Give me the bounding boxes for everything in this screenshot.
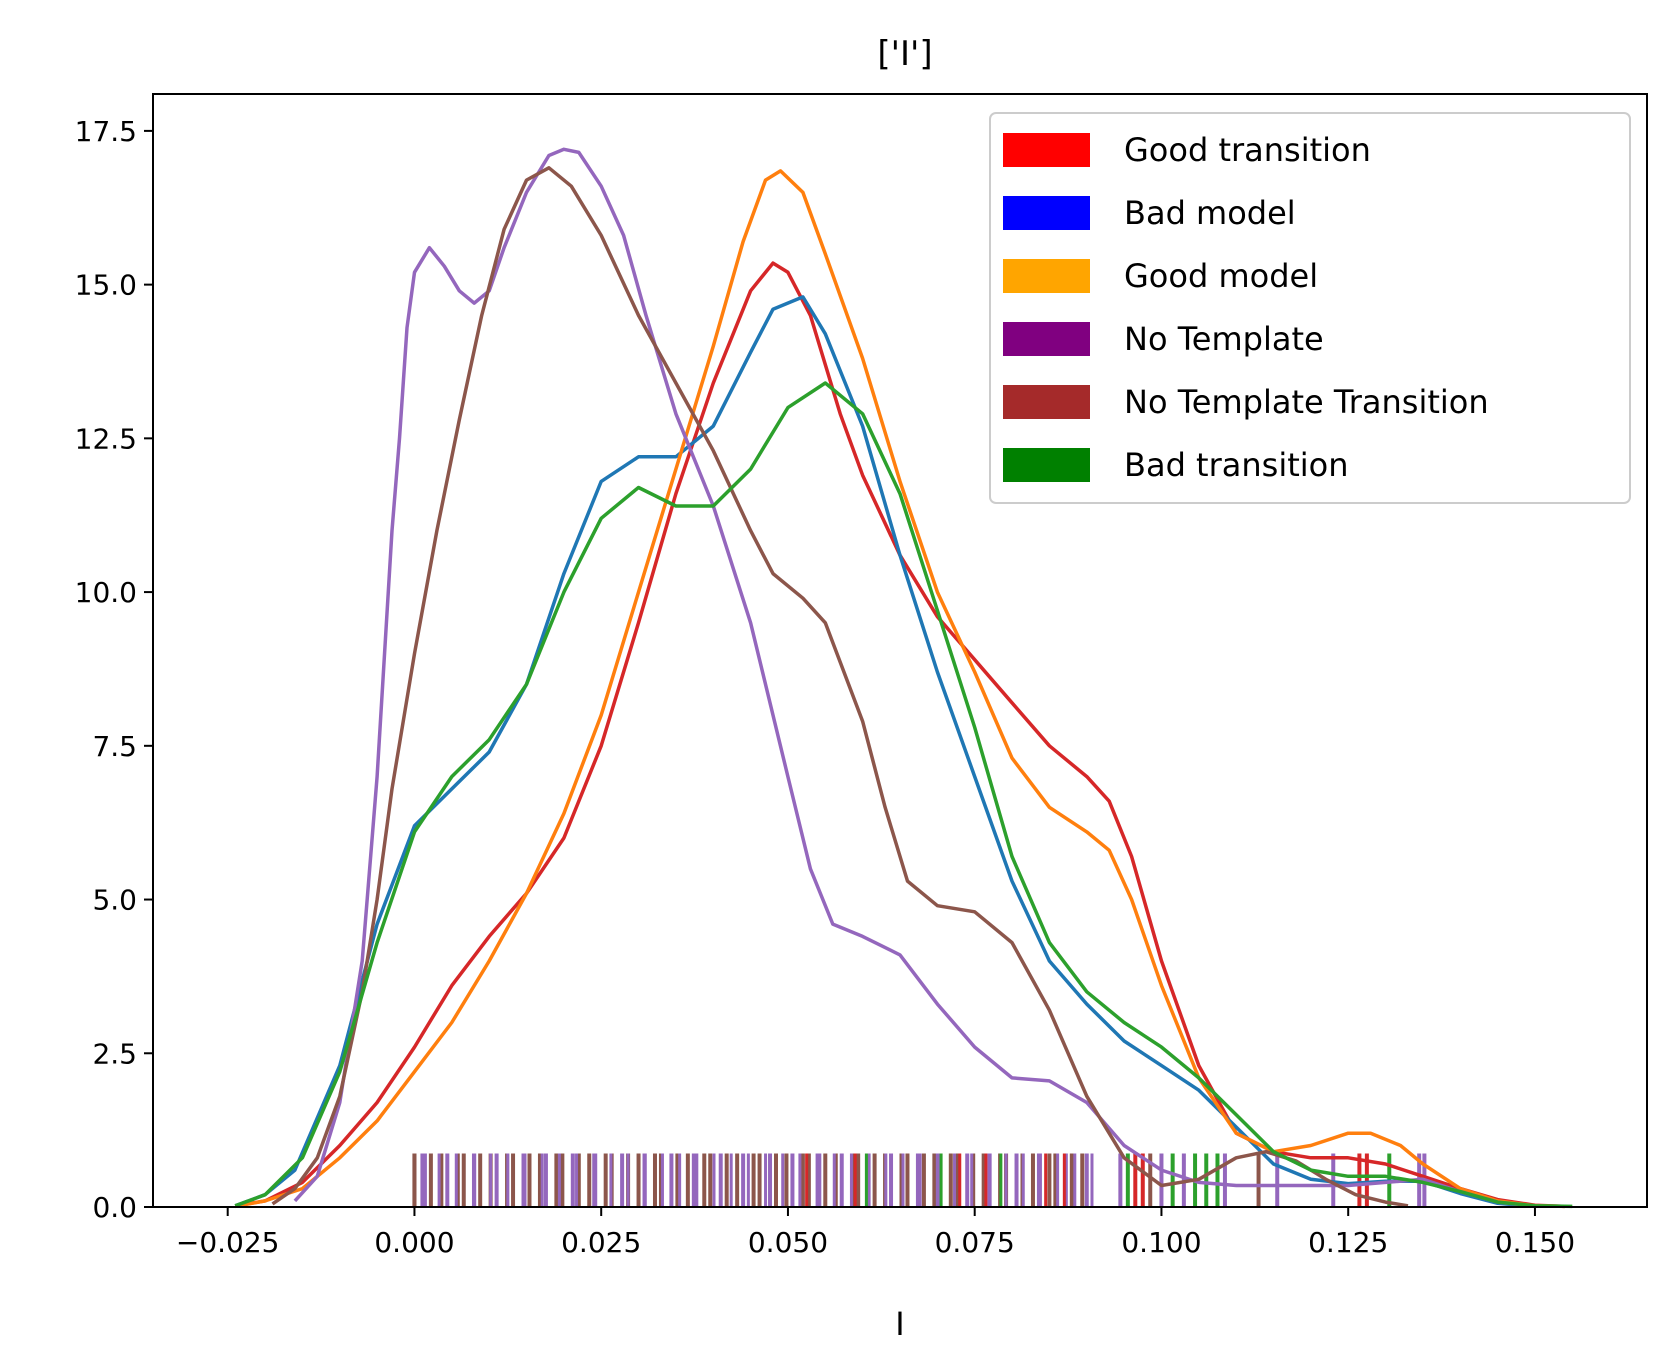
y-tick-label: 2.5 <box>92 1037 137 1070</box>
y-axis: 0.0 2.5 5.0 7.5 10.0 12.5 15.0 17.5 <box>75 115 153 1224</box>
legend-swatch <box>1003 133 1090 167</box>
y-tick-label: 12.5 <box>75 422 137 455</box>
x-tick-label: 0.075 <box>935 1226 1015 1259</box>
plot-frame <box>152 93 1648 1208</box>
legend-label: Good transition <box>1124 131 1371 169</box>
series-line-2 <box>234 169 1565 1209</box>
y-tick-label: 10.0 <box>75 576 137 609</box>
legend: Good transition Bad model Good model No Tem… <box>989 112 1631 504</box>
legend-swatch <box>1003 259 1090 293</box>
x-tick-label: −0.025 <box>176 1226 280 1259</box>
legend-box <box>989 112 1631 504</box>
chart-title: ['I'] <box>877 34 932 74</box>
legend-label: Bad model <box>1124 194 1296 232</box>
x-tick-label: 0.125 <box>1308 1226 1388 1259</box>
legend-swatch <box>1003 322 1090 356</box>
x-tick-label: 0.025 <box>561 1226 641 1259</box>
y-tick-label: 5.0 <box>92 884 137 917</box>
series-line-4 <box>271 166 1409 1208</box>
legend-swatch <box>1003 448 1090 482</box>
x-tick-label: 0.000 <box>374 1226 454 1259</box>
x-tick-label: 0.050 <box>748 1226 828 1259</box>
y-tick-label: 17.5 <box>75 115 137 148</box>
y-tick-label: 15.0 <box>75 269 137 302</box>
legend-label: No Template <box>1124 320 1324 358</box>
series-line-5 <box>234 381 1573 1209</box>
x-axis: −0.025 0.000 0.025 0.050 0.075 0.100 0.125 0.15… <box>176 1207 1575 1259</box>
x-tick-label: 0.150 <box>1495 1226 1575 1259</box>
series-line-0 <box>234 261 1565 1209</box>
x-axis-label: I <box>895 1305 904 1343</box>
legend-label: Good model <box>1124 257 1318 295</box>
x-tick-label: 0.100 <box>1121 1226 1201 1259</box>
series-lines <box>234 147 1573 1209</box>
legend-swatch <box>1003 196 1090 230</box>
legend-label: No Template Transition <box>1124 383 1489 421</box>
legend-swatch <box>1003 385 1090 419</box>
y-tick-label: 7.5 <box>92 730 137 763</box>
legend-label: Bad transition <box>1124 446 1349 484</box>
rug-marks <box>412 1153 1427 1207</box>
y-tick-label: 0.0 <box>92 1191 137 1224</box>
series-line-1 <box>234 295 1536 1209</box>
